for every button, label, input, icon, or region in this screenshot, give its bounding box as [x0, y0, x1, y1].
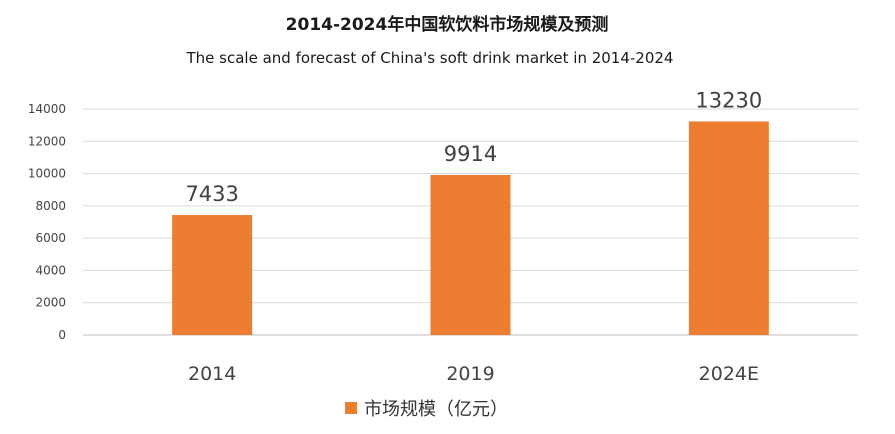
data-label: 7433: [185, 182, 238, 206]
bar: [172, 215, 253, 335]
y-tick-label: 14000: [28, 102, 66, 116]
data-label: 9914: [444, 142, 497, 166]
y-tick-label: 6000: [35, 231, 66, 245]
y-tick-label: 10000: [28, 167, 66, 181]
y-tick-label: 2000: [35, 296, 66, 310]
x-tick-label: 2014: [188, 363, 236, 385]
chart-subtitle: The scale and forecast of China's soft d…: [186, 49, 674, 67]
legend-swatch: [345, 402, 357, 414]
y-tick-label: 0: [58, 328, 66, 342]
data-label: 13230: [695, 88, 762, 112]
legend: 市场规模（亿元）: [345, 399, 508, 420]
x-tick-label: 2019: [446, 363, 494, 385]
y-tick-label: 8000: [35, 199, 66, 213]
chart-title: 2014-2024年中国软饮料市场规模及预测: [286, 14, 609, 35]
bar: [430, 174, 511, 335]
bars: 7433 9914 13230: [172, 88, 769, 336]
x-axis-ticks: 2014 2019 2024E: [188, 363, 759, 385]
legend-label: 市场规模（亿元）: [364, 399, 508, 420]
bar: [688, 121, 769, 336]
y-tick-label: 12000: [28, 134, 66, 148]
y-tick-label: 4000: [35, 263, 66, 277]
y-axis-ticks: 0 2000 4000 6000 8000 10000 12000 14000: [28, 102, 66, 342]
x-tick-label: 2024E: [699, 363, 759, 385]
